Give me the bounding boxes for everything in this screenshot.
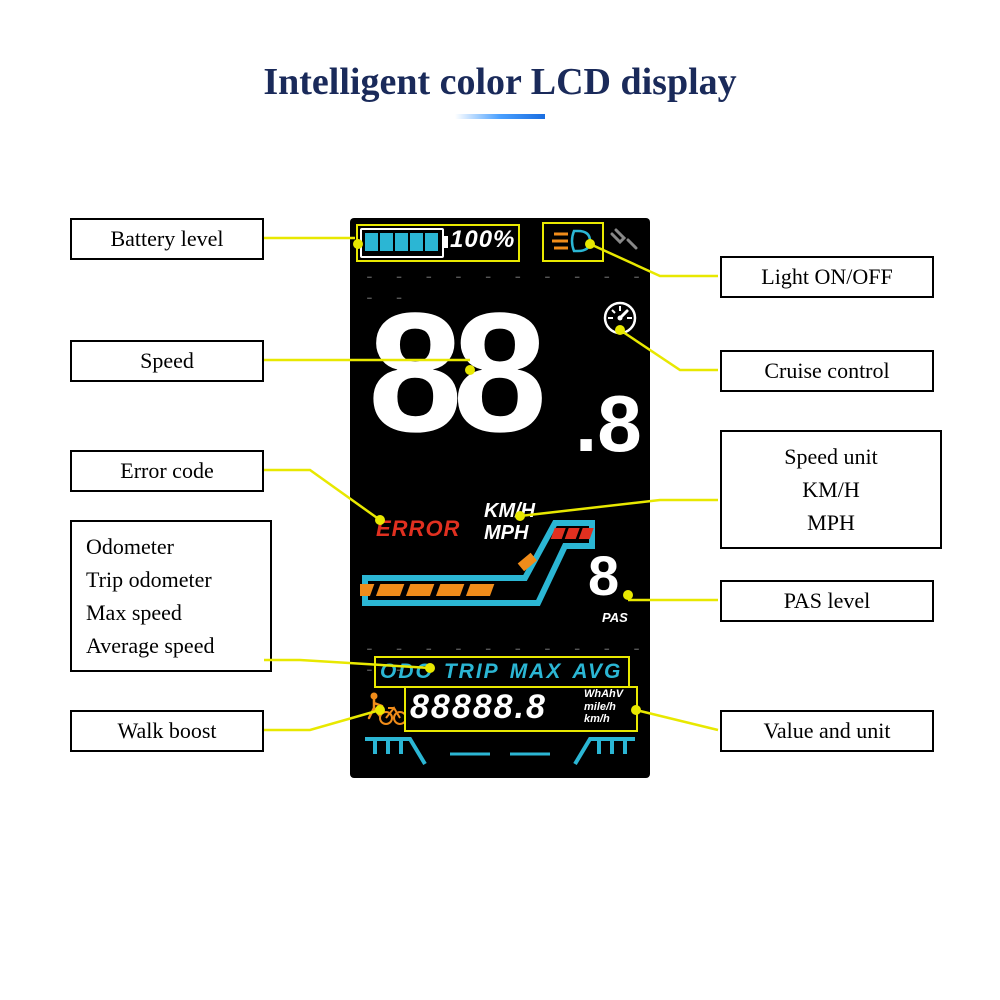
page-title: Intelligent color LCD display [0,0,1000,104]
label-battery: Battery level [70,218,264,260]
label-value: Value and unit [720,710,934,752]
mode-row: ODOTRIPMAXAVG [380,660,632,684]
headlight-icon [550,228,594,259]
walk-boost-icon [364,690,404,731]
wrench-icon [610,226,640,252]
label-cruise: Cruise control [720,350,934,392]
unit-stack: WhAhV mile/h km/h [584,688,623,726]
label-speed-unit: Speed unit KM/H MPH [720,430,942,549]
battery-percent: 100% [450,226,515,254]
label-speed: Speed [70,340,264,382]
bottom-deco [360,734,640,774]
pas-label: PAS [602,610,628,625]
label-light: Light ON/OFF [720,256,934,298]
cruise-icon [600,298,640,343]
speed-value: 88 [368,288,537,458]
label-odometer-block: Odometer Trip odometer Max speed Average… [70,520,272,672]
odometer-value: 88888.8 [410,688,547,727]
speed-decimal: .8 [575,378,642,470]
lcd-panel: 100% - - - - - - - - - - - - 88 .8 ERROR [350,218,650,778]
label-walk: Walk boost [70,710,264,752]
pas-value: 8 [588,543,619,608]
label-error: Error code [70,450,264,492]
battery-icon [360,228,444,258]
title-underline [455,114,545,119]
label-pas: PAS level [720,580,934,622]
